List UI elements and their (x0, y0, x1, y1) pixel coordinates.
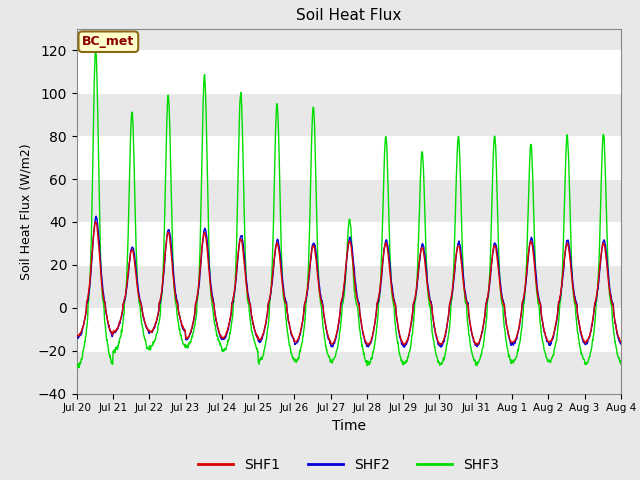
SHF1 (553, 315, 561, 321)
SHF1 (434, 338, 442, 344)
SHF3 (617, 361, 625, 367)
SHF2 (434, 340, 442, 346)
SHF1 (73, 333, 81, 339)
SHF2 (181, 328, 189, 334)
Line: SHF2: SHF2 (77, 216, 621, 347)
Bar (77, 29, 621, 50)
SHF3 (505, 352, 513, 358)
SHF2 (401, 344, 408, 350)
SHF1 (195, 287, 202, 293)
SHF2 (617, 340, 625, 346)
SHF3 (434, 360, 442, 365)
SHF2 (255, 338, 263, 344)
SHF1 (92, 219, 99, 225)
SHF1 (255, 337, 263, 343)
SHF2 (92, 213, 100, 219)
SHF3 (92, 48, 99, 53)
SHF3 (255, 357, 263, 363)
Bar (77, 351, 621, 394)
Bar (77, 93, 621, 136)
SHF1 (505, 333, 513, 339)
Bar (77, 179, 621, 222)
Bar (77, 265, 621, 308)
SHF3 (195, 284, 202, 290)
Y-axis label: Soil Heat Flux (W/m2): Soil Heat Flux (W/m2) (19, 143, 33, 279)
SHF2 (73, 334, 81, 340)
SHF1 (364, 342, 372, 348)
Line: SHF1: SHF1 (77, 222, 621, 345)
Line: SHF3: SHF3 (77, 50, 621, 368)
SHF2 (553, 316, 561, 322)
Title: Soil Heat Flux: Soil Heat Flux (296, 9, 401, 24)
SHF2 (505, 333, 513, 339)
SHF3 (76, 365, 83, 371)
SHF1 (181, 327, 189, 333)
SHF3 (182, 341, 189, 347)
Legend: SHF1, SHF2, SHF3: SHF1, SHF2, SHF3 (193, 453, 505, 478)
X-axis label: Time: Time (332, 419, 366, 433)
SHF1 (617, 339, 625, 345)
Text: BC_met: BC_met (82, 35, 134, 48)
SHF2 (195, 288, 202, 294)
SHF3 (73, 363, 81, 369)
SHF3 (553, 334, 561, 339)
